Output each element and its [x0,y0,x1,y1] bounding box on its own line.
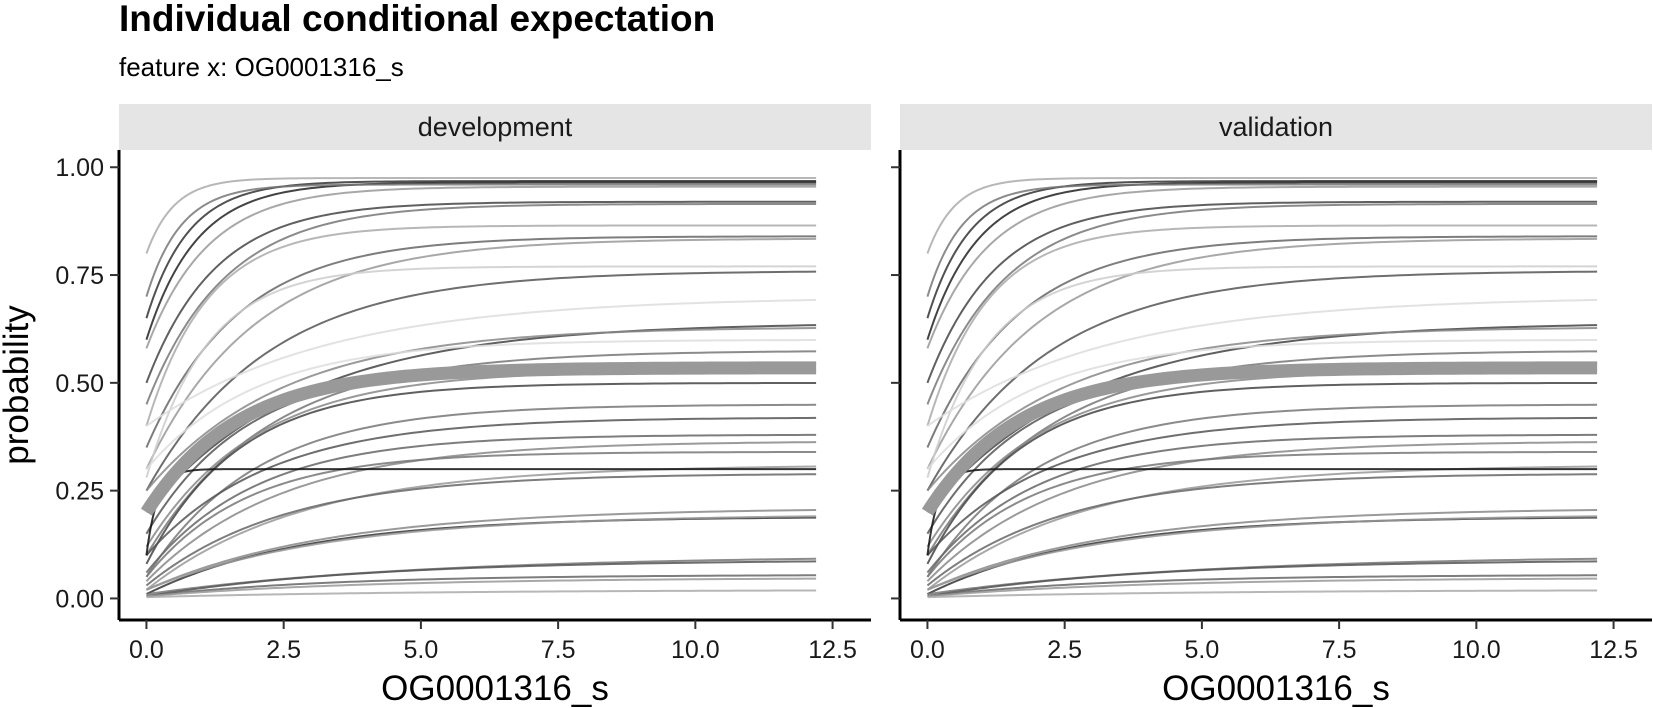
y-tick-label: 0.00 [55,585,104,613]
x-axis-title: OG0001316_s [381,669,609,708]
ice-curve [145,265,817,479]
y-tick-label: 0.50 [55,370,104,398]
ice-curve [926,441,1598,583]
partial-dependence-curve [140,361,817,519]
x-tick-label: 7.5 [1322,636,1357,664]
ice-curve [145,433,817,574]
ice-curve [926,202,1598,406]
ice-curve [145,270,817,492]
x-tick-label: 12.5 [1589,636,1638,664]
x-tick-label: 0.0 [910,636,945,664]
ice-curve [926,327,1598,492]
ice-curve [926,381,1598,565]
chart-title: Individual conditional expectation [119,0,716,39]
ice-curve [145,185,817,350]
ice-curve [926,350,1598,557]
ice-curve [926,589,1598,599]
ice-curve [145,202,817,406]
ice-curve [926,339,1598,470]
panel-validation: validation 0.0 2.5 5.0 7.5 10.0 12.5 OG0001316_… [891,104,1652,708]
x-tick-label: 0.0 [129,636,164,664]
ice-curve [926,185,1598,350]
ice-curve [926,265,1598,479]
x-tick-label: 5.0 [1185,636,1220,664]
ice-curve [145,416,817,557]
ice-curve [926,183,1598,298]
ice-curve [145,577,817,598]
ice-curve [145,200,817,384]
ice-curve [926,177,1598,255]
ice-curve [145,183,817,298]
ice-curve [926,237,1598,470]
strip-label-development: development [418,112,573,142]
x-tick-label: 7.5 [541,636,576,664]
ice-curve [145,339,817,470]
curves-development [140,177,817,599]
x-tick-label: 5.0 [404,636,439,664]
x-tick-label: 12.5 [808,636,857,664]
panels: development 0.00 0.25 0.50 0.75 1.00 0.0 2.5 5.0… [55,104,1652,708]
ice-curve [145,350,817,557]
ice-curve [926,298,1598,427]
ice-curve [145,473,817,587]
strip-validation [900,104,1652,150]
ice-curve [926,515,1598,591]
ice-curve [145,237,817,470]
x-tick-label: 2.5 [266,636,301,664]
ice-curve [145,403,817,578]
ice-curve [926,403,1598,578]
ice-curve [145,441,817,583]
x-tick-label: 10.0 [671,636,720,664]
ice-curve [926,473,1598,587]
ice-curve [145,381,817,565]
ice-curve [926,577,1598,598]
y-tick-label: 0.25 [55,478,104,506]
ice-curve [926,433,1598,574]
panel-development: development 0.00 0.25 0.50 0.75 1.00 0.0 2.5 5.0… [55,104,871,708]
y-tick-label: 1.00 [55,154,104,182]
curves-validation [921,177,1598,599]
x-tick-label: 10.0 [1452,636,1501,664]
x-axis-title: OG0001316_s [1162,669,1390,708]
ice-curve [926,270,1598,492]
ice-curve [145,327,817,492]
ice-curve [926,200,1598,384]
ice-curve [926,180,1598,319]
ice-curve [145,224,817,427]
ice-curve [145,180,817,319]
ice-curve [145,560,817,598]
ice-curve [145,589,817,599]
ice-curve [926,560,1598,598]
ice-curve [926,416,1598,557]
ice-curve [145,298,817,427]
x-tick-label: 2.5 [1047,636,1082,664]
ice-curve [145,235,817,449]
ice-curve [926,235,1598,449]
ice-curve [926,224,1598,427]
ice-curve [145,177,817,255]
chart-subtitle: feature x: OG0001316_s [119,52,404,82]
y-tick-label: 0.75 [55,262,104,290]
ice-curve [145,515,817,591]
strip-label-validation: validation [1219,112,1333,142]
strip-development [119,104,871,150]
partial-dependence-curve [921,361,1598,519]
y-axis-title: probability [0,305,36,465]
